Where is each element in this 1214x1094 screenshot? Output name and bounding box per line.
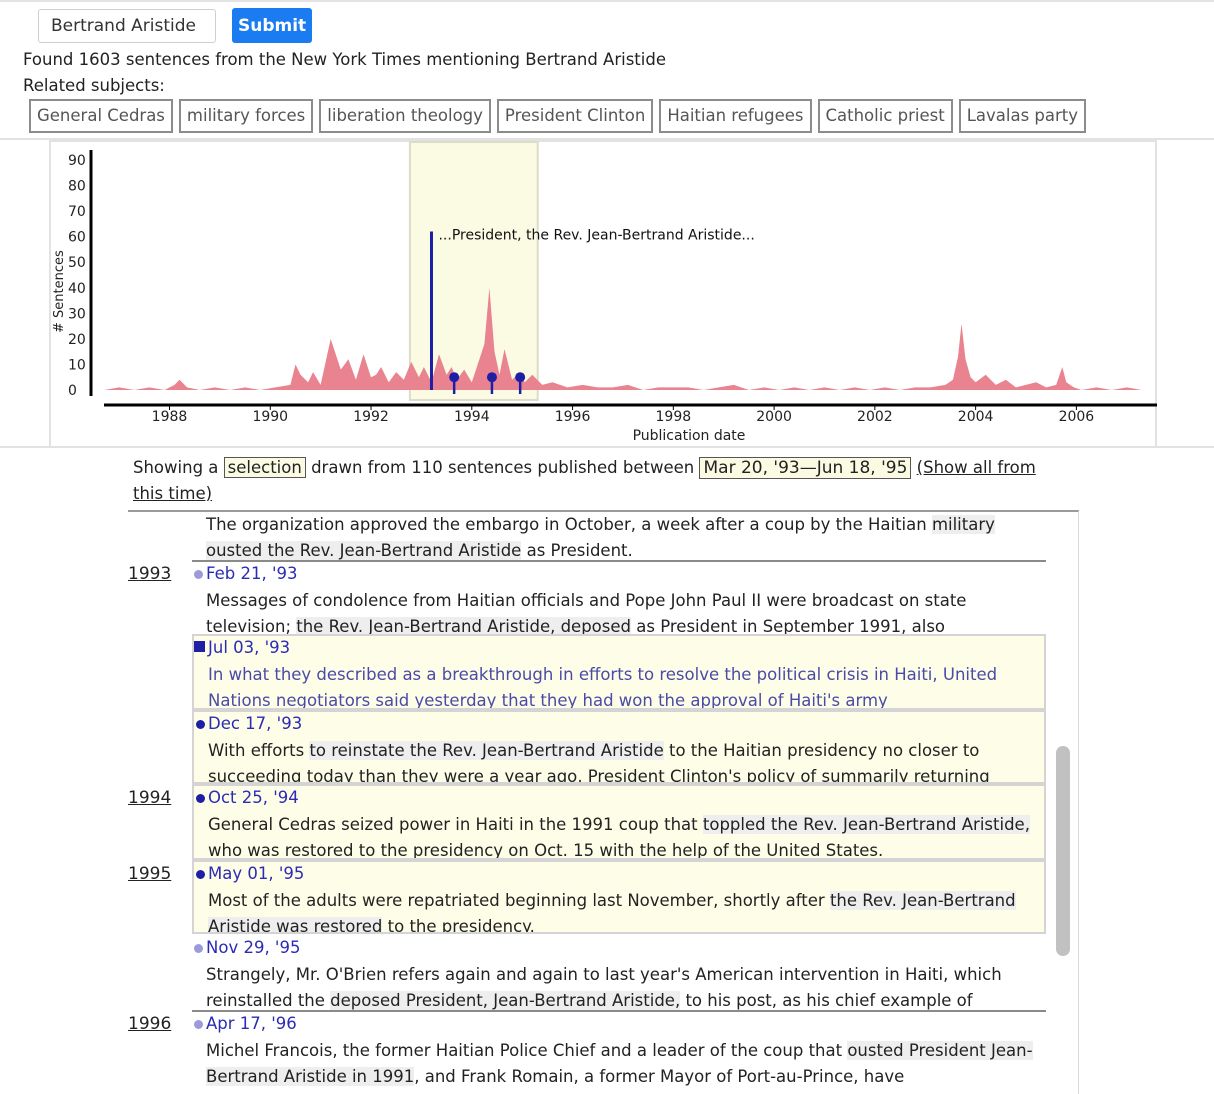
subject-button-catholic-priest[interactable]: Catholic priest [817, 99, 953, 133]
subject-button-military-forces[interactable]: military forces [178, 99, 314, 133]
sentence-text: Most of the adults were repatriated begi… [208, 891, 1016, 934]
sentence-text: Michel Francois, the former Haitian Poli… [206, 1041, 1033, 1086]
y-tick-label: 30 [68, 306, 86, 322]
marker-annotation: ...President, the Rev. Jean-Bertrand Ari… [438, 228, 754, 244]
y-tick-label: 90 [68, 153, 86, 169]
square-marker-icon [194, 641, 205, 652]
entry-date[interactable]: Oct 25, '94 [194, 786, 1044, 812]
timeline-chart[interactable]: 0 10 20 30 40 50 60 70 80 90 # Sentences 1988 1990 19… [0, 138, 1214, 448]
entry-date[interactable]: Feb 21, '93 [192, 562, 1046, 588]
x-tick-label: 2004 [958, 409, 994, 425]
list-item[interactable]: The organization approved the embargo in… [192, 512, 1046, 562]
year-link-1996[interactable]: 1996 [128, 1014, 172, 1034]
subject-button-haitian-refugees[interactable]: Haitian refugees [659, 99, 812, 133]
x-tick-label: 1996 [555, 409, 591, 425]
x-tick-label: 1992 [353, 409, 389, 425]
chart-frame [49, 140, 1157, 448]
y-tick-label: 0 [68, 383, 77, 399]
y-tick-label: 70 [68, 204, 86, 220]
entry-date[interactable]: May 01, '95 [194, 862, 1044, 888]
entry-date[interactable]: Jul 03, '93 [194, 636, 1044, 662]
top-border [0, 0, 1214, 2]
submit-button[interactable]: Submit [232, 8, 312, 43]
list-item[interactable]: Feb 21, '93 Messages of condolence from … [192, 562, 1046, 636]
sentence-count-area [104, 287, 1157, 390]
year-link-1994[interactable]: 1994 [128, 788, 172, 808]
date-range-box[interactable]: Mar 20, '93—Jun 18, '95 [699, 457, 912, 479]
y-tick-label: 40 [68, 281, 86, 297]
sentence-list[interactable]: 1993 1994 1995 1996 The organization app… [128, 510, 1079, 1094]
sentence-text: With efforts to reinstate the Rev. Jean-… [208, 741, 990, 784]
x-axis-title: Publication date [633, 428, 746, 444]
y-tick-label: 20 [68, 332, 86, 348]
selection-link[interactable]: selection [223, 457, 306, 478]
subject-button-liberation-theology[interactable]: liberation theology [319, 99, 491, 133]
entry-date[interactable]: Dec 17, '93 [194, 712, 1044, 738]
related-subjects-label: Related subjects: [23, 76, 165, 95]
dot-icon [194, 944, 203, 953]
list-item-selected[interactable]: Jul 03, '93 In what they described as a … [192, 634, 1046, 710]
x-tick-label: 2000 [756, 409, 792, 425]
dot-icon [196, 720, 205, 729]
showing-prefix: Showing a [133, 458, 219, 477]
sentence-text: Strangely, Mr. O'Brien refers again and … [206, 965, 1002, 1010]
entry-date[interactable]: Apr 17, '96 [192, 1012, 1046, 1038]
y-axis-title: # Sentences [52, 250, 67, 333]
list-scrollbar[interactable] [1056, 746, 1070, 956]
list-item[interactable]: May 01, '95 Most of the adults were repa… [192, 860, 1046, 934]
sentence-marker-dot [449, 372, 460, 383]
entry-date[interactable]: Nov 29, '95 [192, 936, 1046, 962]
related-subjects-list: General Cedras military forces liberatio… [29, 99, 1087, 133]
subject-button-president-clinton[interactable]: President Clinton [496, 99, 654, 133]
sentence-text: General Cedras seized power in Haiti in … [208, 815, 1030, 860]
x-tick-label: 1994 [454, 409, 490, 425]
subject-button-general-cedras[interactable]: General Cedras [29, 99, 173, 133]
timeline-chart-svg[interactable]: 0 10 20 30 40 50 60 70 80 90 # Sentences 1988 1990 19… [0, 138, 1214, 448]
chart-bottom-divider [0, 446, 1214, 448]
subject-button-lavalas-party[interactable]: Lavalas party [958, 99, 1087, 133]
sentence-text: Messages of condolence from Haitian offi… [206, 591, 967, 636]
results-summary: Found 1603 sentences from the New York T… [23, 50, 666, 69]
sentence-marker-dot [515, 372, 526, 383]
showing-middle: drawn from 110 sentences published betwe… [311, 458, 695, 477]
dot-icon [196, 870, 205, 879]
year-link-1993[interactable]: 1993 [128, 564, 172, 584]
y-tick-label: 10 [68, 357, 86, 373]
list-item[interactable]: Nov 29, '95 Strangely, Mr. O'Brien refer… [192, 936, 1046, 1012]
y-tick-label: 50 [68, 255, 86, 271]
x-tick-label: 2006 [1059, 409, 1095, 425]
y-tick-label: 60 [68, 230, 86, 246]
chart-top-divider [0, 138, 1214, 140]
year-link-1995[interactable]: 1995 [128, 864, 172, 884]
sentence-marker-dot [486, 372, 497, 383]
sentence-text: In what they described as a breakthrough… [208, 665, 998, 710]
show-all-link[interactable]: (Show all from this time) [133, 458, 1036, 503]
sentence-text: The organization approved the embargo in… [206, 515, 995, 560]
search-input[interactable] [38, 9, 216, 43]
x-tick-label: 1988 [152, 409, 188, 425]
selection-summary: Showing a selection drawn from 110 sente… [133, 455, 1043, 507]
selection-brush [408, 141, 539, 401]
list-item[interactable]: Apr 17, '96 Michel Francois, the former … [192, 1012, 1046, 1094]
dot-icon [194, 1020, 203, 1029]
list-item[interactable]: Oct 25, '94 General Cedras seized power … [192, 784, 1046, 860]
x-tick-label: 1990 [252, 409, 288, 425]
list-item[interactable]: Dec 17, '93 With efforts to reinstate th… [192, 710, 1046, 784]
y-tick-label: 80 [68, 179, 86, 195]
dot-icon [196, 794, 205, 803]
x-tick-label: 2002 [857, 409, 893, 425]
x-tick-label: 1998 [656, 409, 692, 425]
dot-icon [194, 570, 203, 579]
